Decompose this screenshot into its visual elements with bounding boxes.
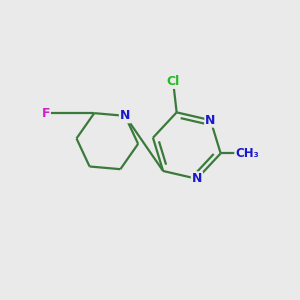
Text: CH₃: CH₃ (235, 147, 259, 160)
Text: N: N (120, 109, 130, 122)
Text: N: N (205, 114, 216, 127)
Text: N: N (192, 172, 202, 185)
Text: Cl: Cl (167, 75, 180, 88)
Text: F: F (41, 106, 50, 120)
